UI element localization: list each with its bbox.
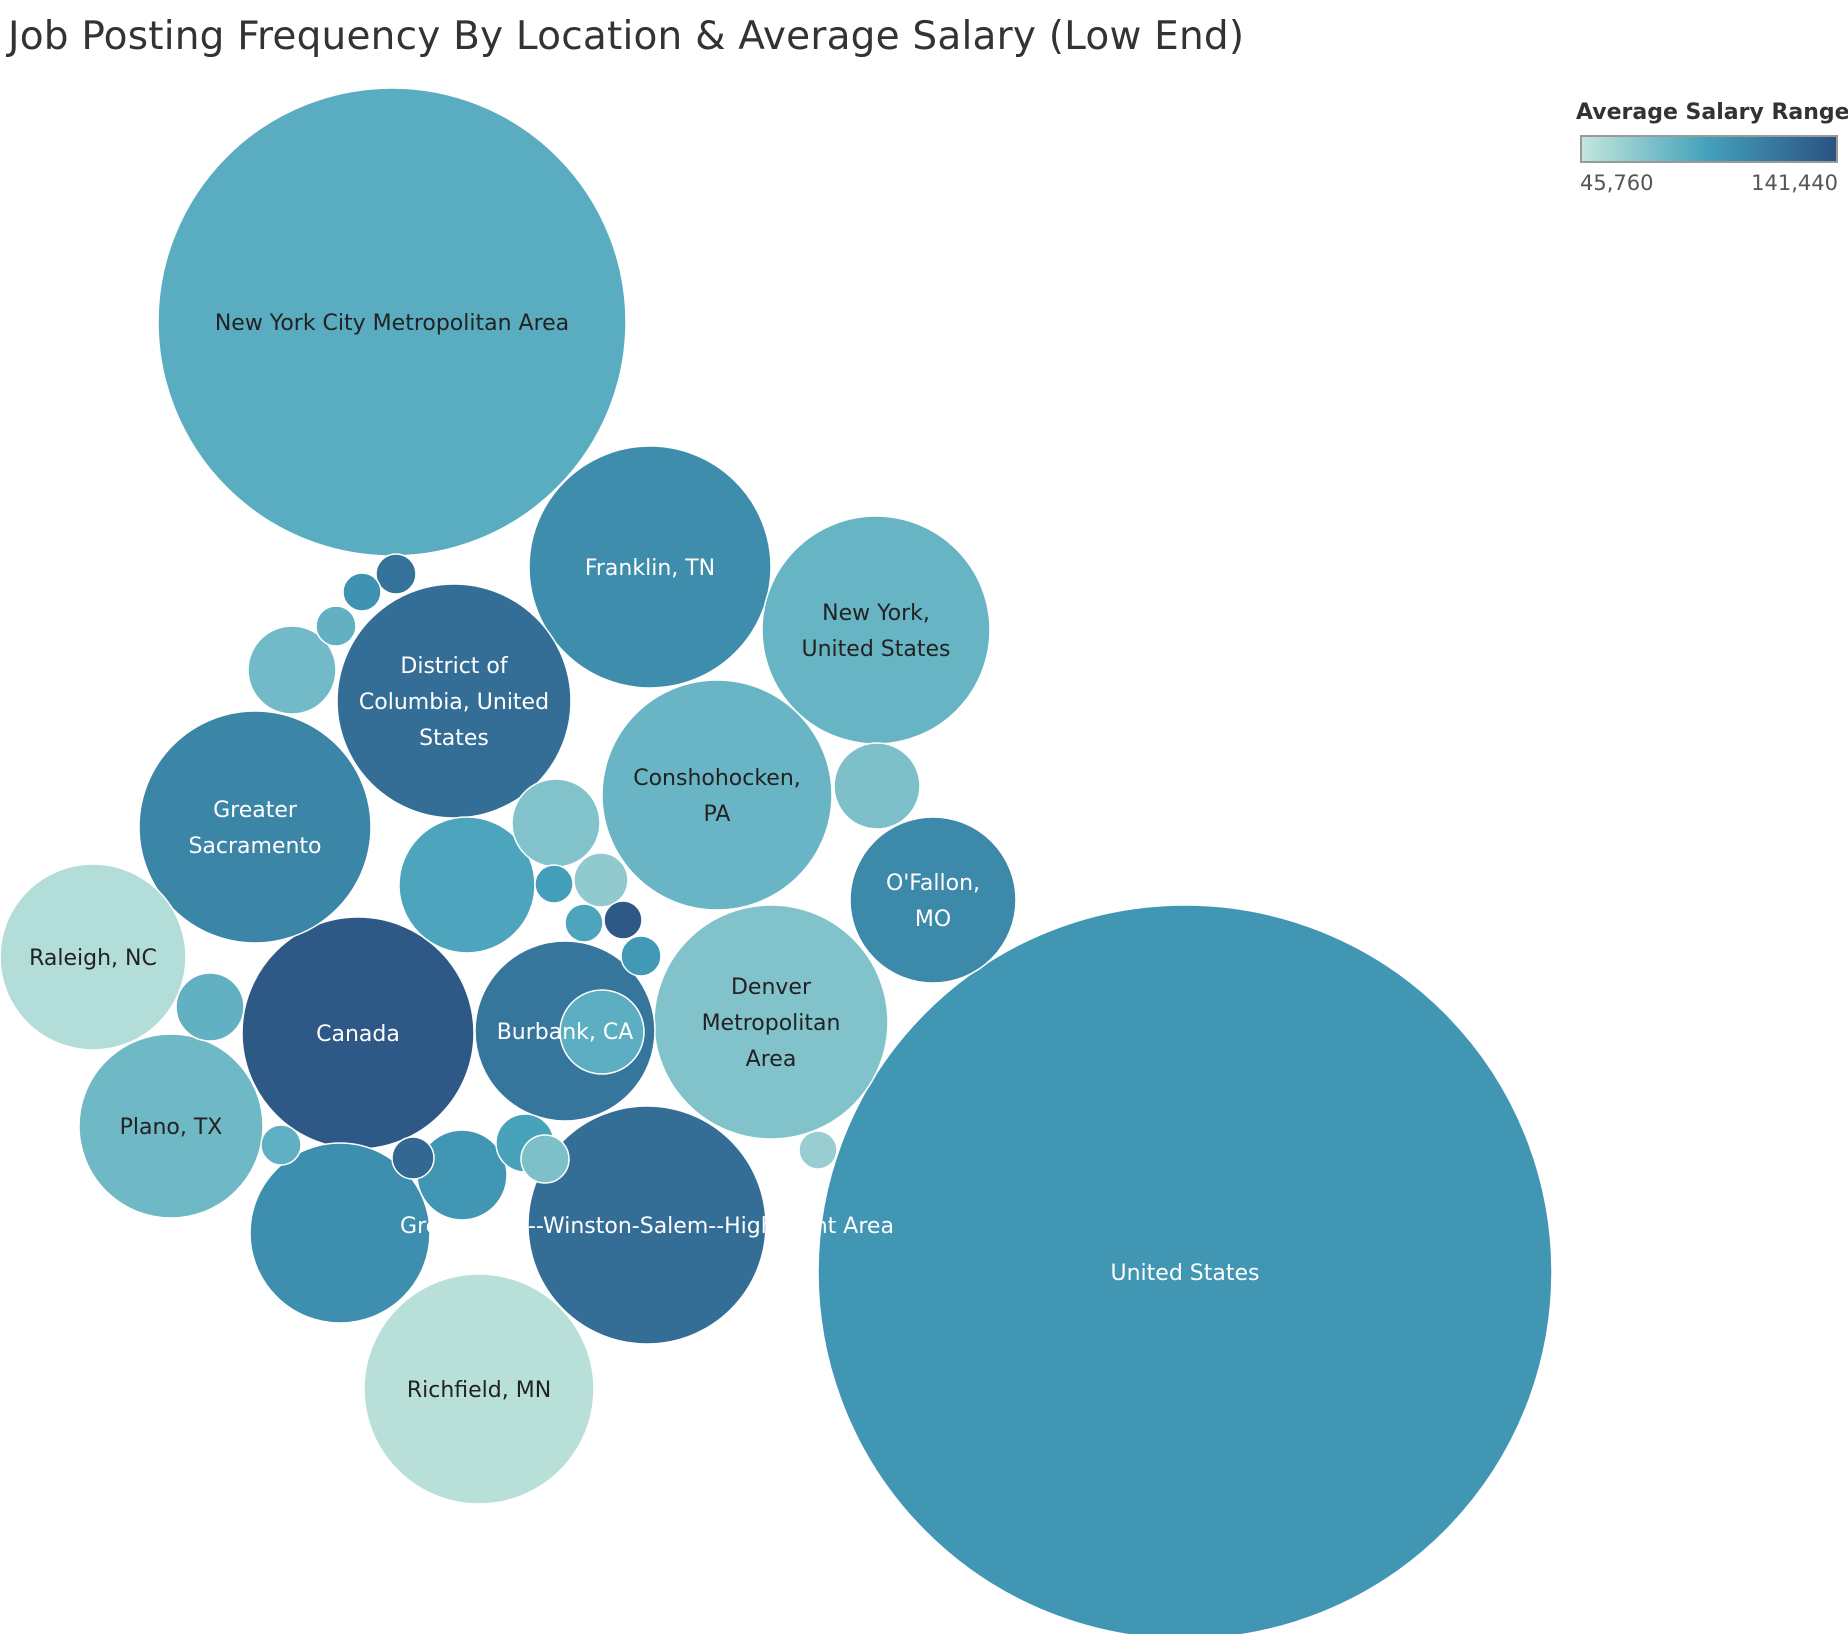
bubble-label: New York City Metropolitan Area <box>215 311 569 336</box>
bubble-unlabeled-35[interactable] <box>620 935 662 977</box>
bubble-unlabeled-24[interactable] <box>559 989 645 1075</box>
bubble-plano-tx[interactable] <box>78 1033 264 1219</box>
bubble-greater-sacramento[interactable] <box>138 710 372 944</box>
legend-color-ramp <box>1580 135 1838 163</box>
bubble-label: Greensboro--Winston-Salem--High Point Ar… <box>400 1214 894 1239</box>
bubble-raleigh-nc[interactable] <box>0 863 187 1051</box>
bubble-unlabeled-28[interactable] <box>375 553 417 595</box>
legend-title: Average Salary Range <box>1576 100 1848 125</box>
bubble-greensboro-winston-salem-high-point-area[interactable] <box>527 1105 767 1345</box>
bubble-label: New York, United States <box>802 601 951 662</box>
bubble-label: District of Columbia, United States <box>359 654 549 751</box>
bubble-label: Richfield, MN <box>407 1378 551 1403</box>
bubble-unlabeled-32[interactable] <box>391 1136 435 1180</box>
bubble-richfield-mn[interactable] <box>363 1273 595 1505</box>
bubble-franklin-tn[interactable] <box>528 445 772 689</box>
legend-ticks: 45,760 141,440 <box>1576 171 1846 199</box>
bubble-unlabeled-34[interactable] <box>603 900 643 940</box>
bubble-label: Canada <box>316 1022 400 1047</box>
bubble-unlabeled-16[interactable] <box>249 1142 431 1324</box>
bubble-unlabeled-27[interactable] <box>315 605 357 647</box>
bubble-unlabeled-33[interactable] <box>798 1130 838 1170</box>
bubble-conshohocken-pa[interactable] <box>601 679 833 911</box>
bubble-united-states[interactable] <box>817 904 1553 1634</box>
bubble-label: Franklin, TN <box>585 556 715 581</box>
bubble-unlabeled-26[interactable] <box>342 572 382 612</box>
bubble-unlabeled-19[interactable] <box>573 852 629 908</box>
bubble-unlabeled-31[interactable] <box>520 1134 570 1184</box>
bubble-unlabeled-21[interactable] <box>416 1129 508 1221</box>
legend-min-label: 45,760 <box>1580 171 1654 195</box>
bubble-label: Conshohocken, PA <box>633 766 801 827</box>
bubble-unlabeled-20[interactable] <box>247 625 337 715</box>
bubble-label: Raleigh, NC <box>29 946 157 971</box>
bubble-label: Greater Sacramento <box>188 798 321 859</box>
bubble-unlabeled-30[interactable] <box>260 1124 302 1166</box>
bubble-unlabeled-17[interactable] <box>511 778 601 868</box>
bubble-unlabeled-18[interactable] <box>833 742 921 830</box>
color-legend: Average Salary Range 45,760 141,440 <box>1576 100 1848 199</box>
bubble-label: Plano, TX <box>120 1115 223 1140</box>
bubble-label: O'Fallon, MO <box>886 871 980 932</box>
bubble-unlabeled-29[interactable] <box>564 903 604 943</box>
bubble-unlabeled-25[interactable] <box>534 864 574 904</box>
bubble-unlabeled-22[interactable] <box>175 972 245 1042</box>
chart-title: Job Posting Frequency By Location & Aver… <box>8 14 1245 59</box>
bubble-label: Burbank, CA <box>497 1020 634 1045</box>
bubble-label: Denver Metropolitan Area <box>702 975 841 1072</box>
bubble-label: United States <box>1111 1261 1260 1286</box>
legend-max-label: 141,440 <box>1751 171 1838 195</box>
bubble-new-york-united-states[interactable] <box>761 515 991 745</box>
bubble-o-fallon-mo[interactable] <box>849 816 1017 984</box>
